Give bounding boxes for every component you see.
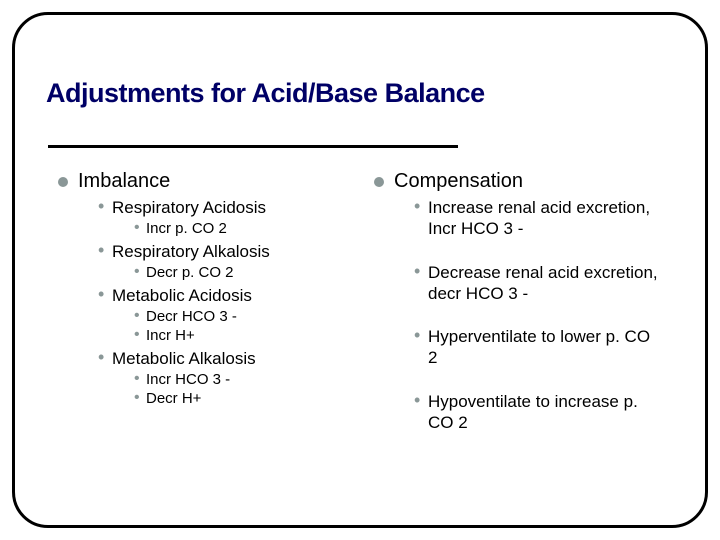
- item-text: Respiratory Acidosis: [112, 198, 266, 217]
- right-column: Compensation Increase renal acid excreti…: [374, 170, 662, 504]
- list-item: Metabolic Acidosis Decr HCO 3 - Incr H+: [98, 285, 346, 346]
- sub-list: Decr p. CO 2: [134, 264, 346, 283]
- sub-item: Decr HCO 3 -: [134, 308, 346, 327]
- left-column: Imbalance Respiratory Acidosis Incr p. C…: [58, 170, 346, 504]
- list-item: Decrease renal acid excretion, decr HCO …: [414, 262, 662, 305]
- columns: Imbalance Respiratory Acidosis Incr p. C…: [58, 170, 662, 504]
- disc-bullet-icon: [374, 177, 384, 187]
- sub-item: Incr H+: [134, 327, 346, 346]
- item-text: Metabolic Alkalosis: [112, 349, 256, 368]
- sub-item: Decr p. CO 2: [134, 264, 346, 283]
- list-item: Hypoventilate to increase p. CO 2: [414, 391, 662, 434]
- list-item: Hyperventilate to lower p. CO 2: [414, 326, 662, 369]
- left-heading: Imbalance: [78, 170, 170, 193]
- left-header: Imbalance: [58, 170, 346, 193]
- sub-list: Incr HCO 3 - Decr H+: [134, 371, 346, 409]
- sub-list: Decr HCO 3 - Incr H+: [134, 308, 346, 346]
- sub-list: Incr p. CO 2: [134, 220, 346, 239]
- list-item: Respiratory Alkalosis Decr p. CO 2: [98, 241, 346, 283]
- slide-title: Adjustments for Acid/Base Balance: [46, 78, 674, 109]
- list-item: Respiratory Acidosis Incr p. CO 2: [98, 197, 346, 239]
- title-underline: [48, 145, 458, 148]
- slide: Adjustments for Acid/Base Balance Imbala…: [0, 0, 720, 540]
- sub-item: Incr HCO 3 -: [134, 371, 346, 390]
- list-item: Increase renal acid excretion, Incr HCO …: [414, 197, 662, 240]
- sub-item: Incr p. CO 2: [134, 220, 346, 239]
- right-header: Compensation: [374, 170, 662, 193]
- list-item: Metabolic Alkalosis Incr HCO 3 - Decr H+: [98, 348, 346, 409]
- right-list: Increase renal acid excretion, Incr HCO …: [414, 197, 662, 433]
- item-text: Respiratory Alkalosis: [112, 242, 270, 261]
- sub-item: Decr H+: [134, 390, 346, 409]
- right-heading: Compensation: [394, 170, 523, 193]
- disc-bullet-icon: [58, 177, 68, 187]
- left-list: Respiratory Acidosis Incr p. CO 2 Respir…: [98, 197, 346, 409]
- item-text: Metabolic Acidosis: [112, 286, 252, 305]
